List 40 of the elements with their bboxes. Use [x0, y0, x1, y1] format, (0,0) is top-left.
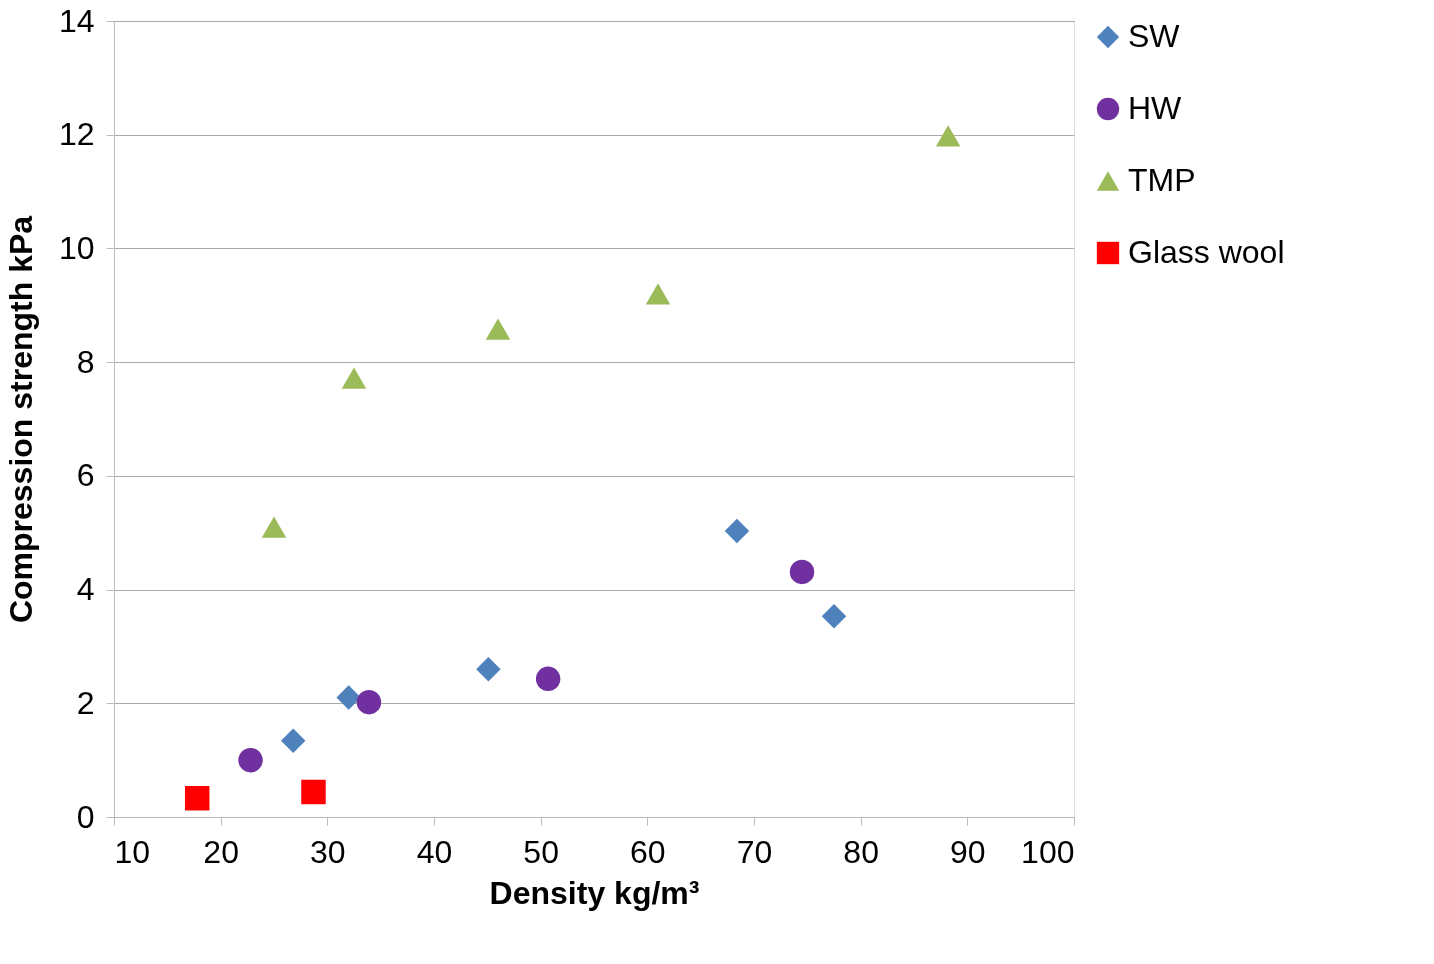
- y-tick-label: 14: [58, 2, 95, 39]
- y-tick-label: 12: [58, 116, 95, 153]
- x-tick-label: 80: [843, 833, 879, 870]
- y-tick-label: 0: [76, 798, 95, 835]
- point: [261, 516, 287, 538]
- y-tick-label: 2: [76, 684, 95, 721]
- point: [821, 604, 847, 629]
- x-axis-title: Density kg/m³: [489, 874, 700, 911]
- point: [935, 125, 961, 147]
- x-tick-label: 20: [203, 833, 239, 870]
- point: [789, 559, 815, 585]
- legend-label: HW: [1128, 90, 1183, 126]
- point: [280, 728, 306, 754]
- x-tick-label: 40: [416, 833, 453, 870]
- x-tick-label: 70: [736, 833, 773, 870]
- point: [485, 318, 511, 340]
- x-tick-label: 90: [950, 833, 986, 870]
- legend-label: TMP: [1128, 162, 1196, 198]
- x-tick-label: 60: [630, 833, 666, 870]
- point: [184, 785, 210, 811]
- x-tick-label: 50: [523, 833, 559, 870]
- y-tick-label: 6: [76, 457, 95, 494]
- point: [341, 367, 367, 389]
- y-tick-label: 8: [76, 343, 95, 380]
- point: [476, 656, 501, 682]
- point: [238, 747, 263, 773]
- point: [645, 283, 671, 305]
- x-tick-label: 100: [1021, 833, 1075, 870]
- legend-label: Glass wool: [1128, 234, 1285, 270]
- point: [724, 518, 750, 544]
- y-axis-title: Compression strength kPa: [2, 215, 39, 624]
- point: [535, 666, 561, 692]
- point: [336, 685, 361, 710]
- y-tick-label: 4: [76, 571, 95, 608]
- x-tick-label: 10: [114, 833, 151, 870]
- point: [301, 779, 326, 805]
- x-tick-label: 30: [310, 833, 346, 870]
- point: [356, 689, 382, 715]
- legend-label: SW: [1128, 18, 1181, 54]
- y-tick-label: 10: [58, 229, 95, 266]
